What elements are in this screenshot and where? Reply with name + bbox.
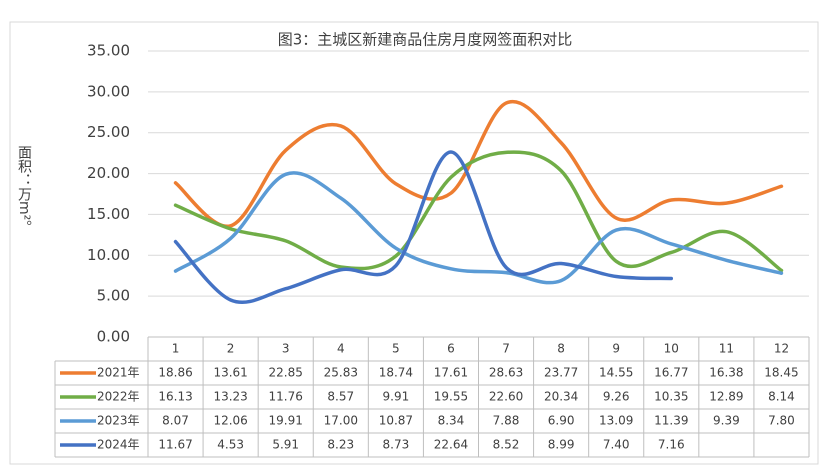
table-value: 7.16: [658, 438, 685, 452]
table-value: 6.90: [548, 414, 575, 428]
table-value: 23.77: [544, 366, 578, 380]
table-value: 9.39: [713, 414, 740, 428]
y-tick-label: 5.00: [97, 287, 130, 305]
x-tick-label: 9: [612, 342, 620, 356]
table-value: 22.64: [434, 438, 468, 452]
table-value: 8.07: [162, 414, 189, 428]
x-tick-label: 10: [664, 342, 679, 356]
table-value: 12.89: [709, 390, 743, 404]
table-value: 10.35: [654, 390, 688, 404]
table-value: 18.45: [764, 366, 798, 380]
table-value: 8.73: [383, 438, 410, 452]
legend-label: 2021年: [97, 366, 140, 380]
legend-label: 2024年: [97, 438, 140, 452]
table-value: 8.99: [548, 438, 575, 452]
legend-label: 2023年: [97, 414, 140, 428]
series-line: [173, 150, 674, 304]
table-value: 13.09: [599, 414, 633, 428]
table-value: 16.77: [654, 366, 688, 380]
series-line: [173, 99, 784, 228]
chart-frame: [9, 21, 819, 465]
x-tick-label: 11: [719, 342, 734, 356]
table-value: 17.00: [324, 414, 358, 428]
y-tick-label: 25.00: [87, 123, 130, 141]
x-tick-label: 3: [282, 342, 290, 356]
table-value: 13.23: [213, 390, 247, 404]
y-tick-label: 15.00: [87, 205, 130, 223]
x-tick-label: 1: [172, 342, 180, 356]
y-tick-label: 30.00: [87, 82, 130, 100]
table-value: 16.13: [158, 390, 192, 404]
table-value: 7.80: [768, 414, 795, 428]
table-value: 12.06: [213, 414, 247, 428]
table-value: 17.61: [434, 366, 468, 380]
table-value: 22.85: [269, 366, 303, 380]
y-tick-label: 0.00: [97, 328, 130, 346]
table-value: 10.87: [379, 414, 413, 428]
table-value: 9.91: [383, 390, 410, 404]
table-value: 18.86: [158, 366, 192, 380]
legend-label: 2022年: [97, 390, 140, 404]
table-value: 22.60: [489, 390, 523, 404]
table-value: 25.83: [324, 366, 358, 380]
table-value: 19.55: [434, 390, 468, 404]
table-value: 20.34: [544, 390, 578, 404]
table-value: 14.55: [599, 366, 633, 380]
table-value: 19.91: [269, 414, 303, 428]
table-value: 8.23: [327, 438, 354, 452]
series-line: [173, 171, 784, 285]
table-value: 11.76: [269, 390, 303, 404]
table-value: 18.74: [379, 366, 413, 380]
y-tick-label: 10.00: [87, 246, 130, 264]
table-value: 28.63: [489, 366, 523, 380]
table-value: 8.52: [493, 438, 520, 452]
y-tick-label: 20.00: [87, 164, 130, 182]
chart-title: 图3：主城区新建商品住房月度网签面积对比: [278, 31, 573, 49]
table-value: 5.91: [272, 438, 299, 452]
x-tick-label: 2: [227, 342, 235, 356]
x-tick-label: 12: [774, 342, 789, 356]
series-line: [173, 150, 784, 273]
x-tick-label: 7: [502, 342, 510, 356]
x-tick-label: 5: [392, 342, 400, 356]
table-value: 8.57: [327, 390, 354, 404]
table-value: 16.38: [709, 366, 743, 380]
x-tick-label: 8: [557, 342, 565, 356]
table-value: 4.53: [217, 438, 244, 452]
x-tick-label: 4: [337, 342, 345, 356]
y-tick-label: 35.00: [87, 42, 130, 60]
table-value: 11.39: [654, 414, 688, 428]
table-value: 7.40: [603, 438, 630, 452]
x-tick-label: 6: [447, 342, 455, 356]
table-value: 13.61: [213, 366, 247, 380]
table-value: 9.26: [603, 390, 630, 404]
table-value: 11.67: [158, 438, 192, 452]
y-axis-label: 面积：万m²。: [16, 145, 32, 234]
table-value: 8.34: [438, 414, 465, 428]
table-value: 8.14: [768, 390, 795, 404]
table-value: 7.88: [493, 414, 520, 428]
